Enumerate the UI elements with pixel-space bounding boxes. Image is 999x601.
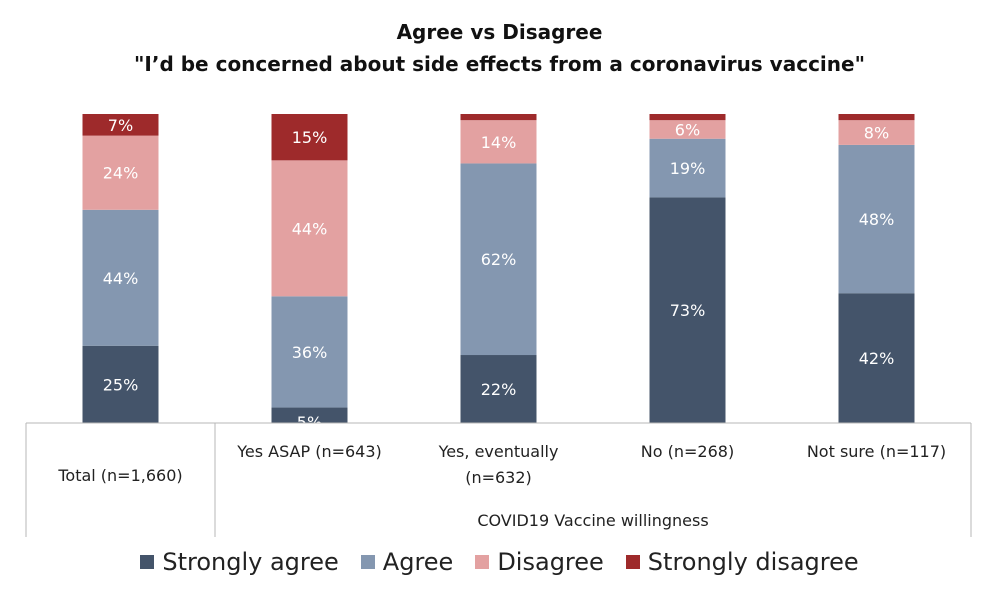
- data-label: 8%: [864, 124, 889, 143]
- category-label: Total (n=1,660): [57, 466, 182, 485]
- category-label: No (n=268): [641, 442, 734, 461]
- data-label: 7%: [108, 116, 133, 135]
- bar-segment: [271, 407, 348, 423]
- bar-segment: [82, 209, 159, 346]
- data-label: 73%: [670, 301, 706, 320]
- category-label: Yes ASAP (n=643): [236, 442, 382, 461]
- data-label: 22%: [481, 380, 517, 399]
- legend: Strongly agree Agree Disagree Strongly d…: [0, 548, 999, 576]
- data-label: 25%: [103, 375, 139, 394]
- bar-segment: [838, 144, 915, 294]
- bar-segment: [649, 138, 726, 198]
- legend-swatch: [475, 555, 490, 569]
- data-label: 15%: [292, 128, 328, 147]
- data-label: 19%: [670, 159, 706, 178]
- bar-segment: [460, 114, 537, 121]
- chart-subtitle: "I’d be concerned about side effects fro…: [134, 52, 865, 76]
- legend-swatch: [140, 555, 155, 569]
- bar-segment: [649, 120, 726, 139]
- data-label: 44%: [292, 219, 328, 238]
- bar-segment: [271, 296, 348, 408]
- data-label: 48%: [859, 210, 895, 229]
- chart-title: Agree vs Disagree: [396, 20, 603, 44]
- bar-segment: [271, 160, 348, 297]
- bar-segment: [82, 114, 159, 136]
- bar-segment: [649, 114, 726, 121]
- group-label: COVID19 Vaccine willingness: [477, 511, 708, 530]
- category-label: Yes, eventually: [438, 442, 559, 461]
- legend-item-agree: Agree: [360, 548, 454, 576]
- bar-segment: [82, 135, 159, 210]
- data-label: 62%: [481, 250, 517, 269]
- stacked-bar-chart: 25%44%24%7%5%36%44%15%22%62%14%73%19%6%4…: [25, 114, 972, 537]
- legend-item-strongly-agree: Strongly agree: [140, 548, 339, 576]
- bar-segment: [460, 120, 537, 164]
- data-label: 42%: [859, 349, 895, 368]
- data-label: 24%: [103, 164, 139, 183]
- legend-label: Agree: [382, 548, 454, 576]
- bar-segment: [649, 197, 726, 423]
- bar-segment: [460, 355, 537, 423]
- legend-label: Disagree: [497, 548, 604, 576]
- bar-segment: [838, 120, 915, 145]
- legend-swatch: [360, 555, 375, 569]
- data-label: 44%: [103, 269, 139, 288]
- bar-segment: [82, 345, 159, 423]
- bar-segment: [838, 114, 915, 121]
- data-label: 6%: [675, 120, 700, 139]
- legend-item-disagree: Disagree: [475, 548, 604, 576]
- legend-swatch: [625, 555, 640, 569]
- bar-segment: [271, 114, 348, 161]
- category-label: Not sure (n=117): [807, 442, 946, 461]
- bar-segment: [838, 293, 915, 423]
- category-label: (n=632): [465, 468, 532, 487]
- legend-item-strongly-disagree: Strongly disagree: [625, 548, 859, 576]
- data-label: 14%: [481, 133, 517, 152]
- data-label: 36%: [292, 343, 328, 362]
- legend-label: Strongly agree: [162, 548, 339, 576]
- legend-label: Strongly disagree: [647, 548, 859, 576]
- bar-segment: [460, 163, 537, 356]
